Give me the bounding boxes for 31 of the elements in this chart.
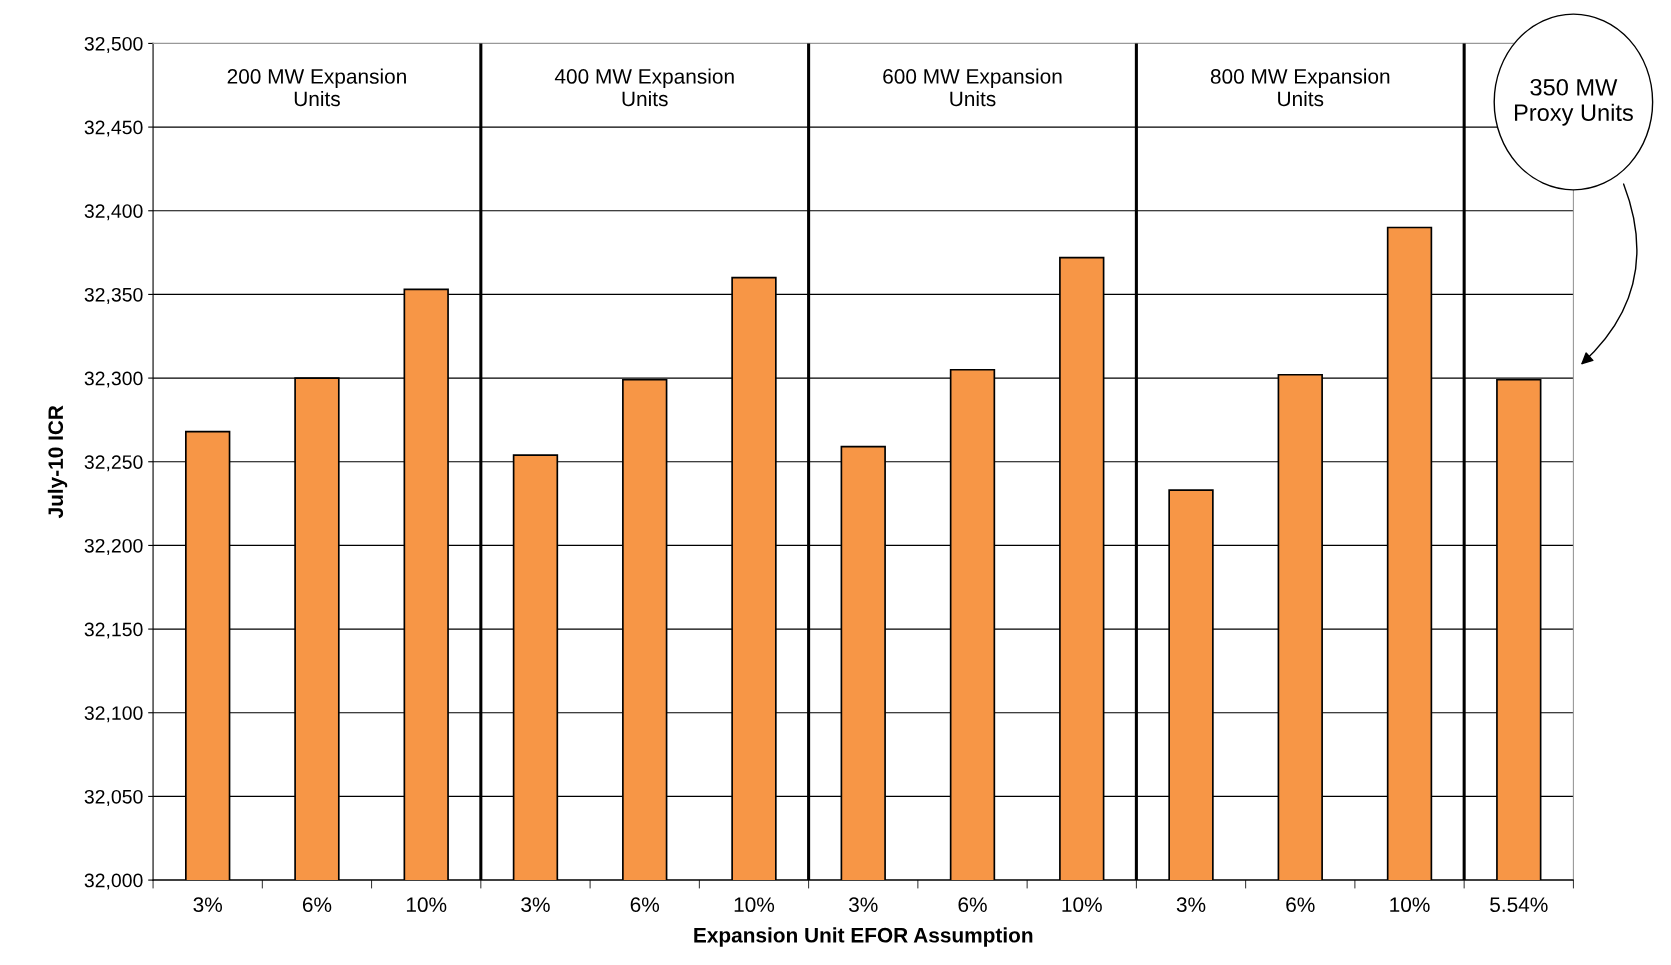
x-tick-label: 3% (1176, 897, 1206, 913)
y-tick-label: 32,450 (84, 120, 143, 137)
y-tick-label: 32,200 (84, 538, 143, 555)
x-tick-label: 5.54% (1490, 897, 1548, 913)
y-tick-label: 32,250 (84, 455, 143, 472)
y-tick-label: 32,000 (84, 873, 143, 890)
x-tick-label: 3% (521, 897, 550, 913)
y-tick-label: 32,300 (84, 371, 143, 388)
x-tick-label: 10% (1390, 897, 1430, 913)
annotation: 200 MW Expansion Units (227, 68, 406, 107)
x-tick-label: 6% (630, 897, 660, 913)
x-tick-label: 6% (1286, 897, 1315, 913)
annotation: 800 MW Expansion Units (1210, 68, 1390, 107)
x-tick-label: 10% (734, 897, 775, 913)
x-tick-label: 10% (406, 897, 447, 913)
y-tick-label: 32,500 (84, 36, 143, 53)
x-tick-label: 3% (193, 897, 223, 913)
y-tick-label: 32,150 (84, 622, 143, 639)
y-tick-label: 32,050 (84, 789, 143, 806)
x-tick-label: 6% (302, 897, 332, 913)
annotation: 600 MW Expansion Units (883, 68, 1062, 107)
y-axis-title: July-10 ICR (47, 405, 68, 519)
annotation: 350 MW Proxy Units (1515, 78, 1633, 126)
x-tick-label: 3% (848, 897, 878, 913)
annotation: 400 MW Expansion Units (554, 68, 734, 107)
y-tick-label: 32,100 (84, 706, 143, 723)
y-tick-label: 32,350 (84, 287, 143, 304)
x-tick-label: 6% (958, 897, 987, 913)
y-tick-label: 32,400 (84, 204, 143, 221)
x-axis-title: Expansion Unit EFOR Assumption (694, 927, 1033, 947)
x-tick-label: 10% (1062, 897, 1102, 913)
